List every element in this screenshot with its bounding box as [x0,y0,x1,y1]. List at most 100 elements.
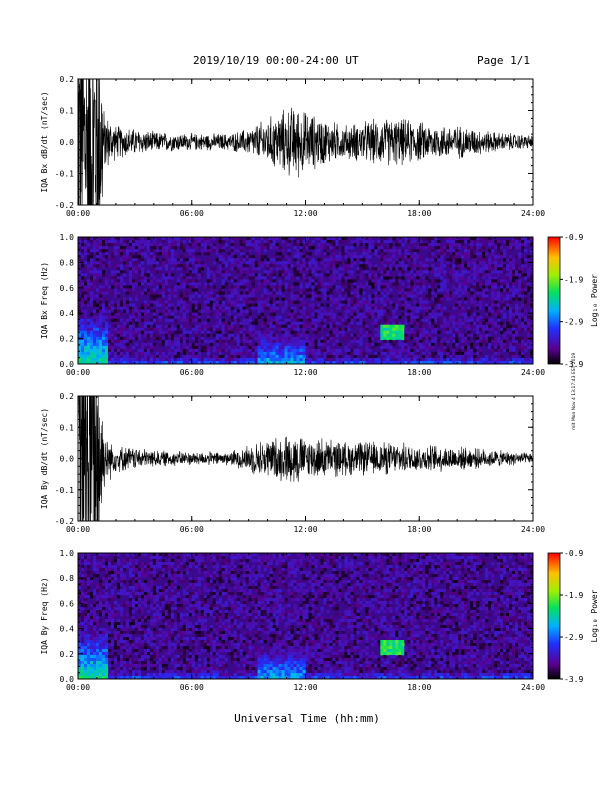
heatmap-cell [86,655,91,659]
heatmap-cell [158,348,163,353]
heatmap-cell [482,291,486,295]
heatmap-cell [176,279,181,283]
heatmap-cell [218,258,222,262]
heatmap-cell [242,330,246,335]
heatmap-cell [386,291,390,295]
heatmap-cell [260,324,264,329]
heatmap-cell [140,360,145,365]
heatmap-cell [149,348,154,353]
heatmap-cell [98,556,103,560]
heatmap-cell [80,282,85,286]
heatmap-cell [78,637,82,641]
heatmap-cell [122,240,127,244]
heatmap-cell [149,321,154,325]
heatmap-cell [386,276,390,280]
heatmap-cell [266,261,270,265]
heatmap-cell [182,318,187,322]
heatmap-cell [494,348,498,353]
heatmap-cell [479,315,483,319]
heatmap-cell [521,261,525,265]
heatmap-cell [512,276,516,280]
heatmap-cell [158,342,163,347]
heatmap-cell [89,348,94,353]
heatmap-cell [227,327,231,332]
heatmap-cell [78,282,82,286]
heatmap-cell [365,312,369,316]
heatmap-cell [185,339,190,344]
heatmap-cell [329,330,333,335]
heatmap-cell [263,249,267,253]
heatmap-cell [443,282,447,286]
heatmap-cell [215,258,219,262]
heatmap-cell [458,294,462,298]
heatmap-cell [89,670,94,674]
heatmap-cell [203,252,208,256]
heatmap-cell [323,264,327,268]
heatmap-cell [83,324,88,329]
heatmap-cell [122,300,127,304]
heatmap-cell [176,264,181,268]
heatmap-cell [203,327,208,332]
heatmap-cell [182,282,187,286]
heatmap-cell [407,315,411,319]
heatmap-cell [260,348,264,353]
heatmap-cell [332,336,336,341]
heatmap-cell [305,345,309,350]
heatmap-cell [305,294,309,298]
heatmap-cell [110,339,115,344]
heatmap-cell [371,276,375,280]
heatmap-cell [374,273,378,277]
heatmap-cell [236,264,240,268]
heatmap-cell [104,297,109,301]
heatmap-cell [173,288,178,292]
heatmap-cell [320,342,324,347]
heatmap-cell [92,556,97,560]
heatmap-cell [86,562,91,566]
heatmap-cell [512,312,516,316]
heatmap-cell [473,261,477,265]
heatmap-cell [488,333,492,338]
heatmap-cell [341,273,345,277]
heatmap-cell [452,267,456,271]
heatmap-cell [206,276,211,280]
heatmap-cell [233,315,237,319]
heatmap-cell [248,288,252,292]
heatmap-cell [206,258,211,262]
heatmap-cell [374,300,378,304]
heatmap-cell [143,324,148,329]
heatmap-cell [278,360,282,365]
heatmap-cell [101,249,106,253]
heatmap-cell [518,315,522,319]
heatmap-cell [461,333,465,338]
heatmap-cell [170,345,175,350]
heatmap-cell [251,264,255,268]
heatmap-cell [458,303,462,307]
heatmap-cell [242,282,246,286]
heatmap-cell [239,342,243,347]
heatmap-cell [356,339,360,344]
heatmap-cell [440,306,444,310]
heatmap-cell [287,339,291,344]
heatmap-cell [362,354,366,359]
heatmap-cell [194,288,199,292]
heatmap-cell [197,357,202,362]
heatmap-cell [452,252,456,256]
heatmap-cell [281,348,285,353]
heatmap-cell [287,285,291,289]
heatmap-cell [368,264,372,268]
heatmap-cell [113,354,118,359]
heatmap-cell [482,327,486,332]
heatmap-cell [461,267,465,271]
heatmap-cell [497,249,501,253]
heatmap-cell [149,252,154,256]
heatmap-cell [278,354,282,359]
heatmap-cell [146,243,151,247]
heatmap-cell [437,270,441,274]
heatmap-cell [191,306,196,310]
heatmap-cell [311,270,315,274]
heatmap-cell [206,300,211,304]
heatmap-cell [269,351,273,356]
heatmap-cell [293,357,297,362]
heatmap-cell [206,309,211,313]
heatmap-cell [86,670,91,674]
